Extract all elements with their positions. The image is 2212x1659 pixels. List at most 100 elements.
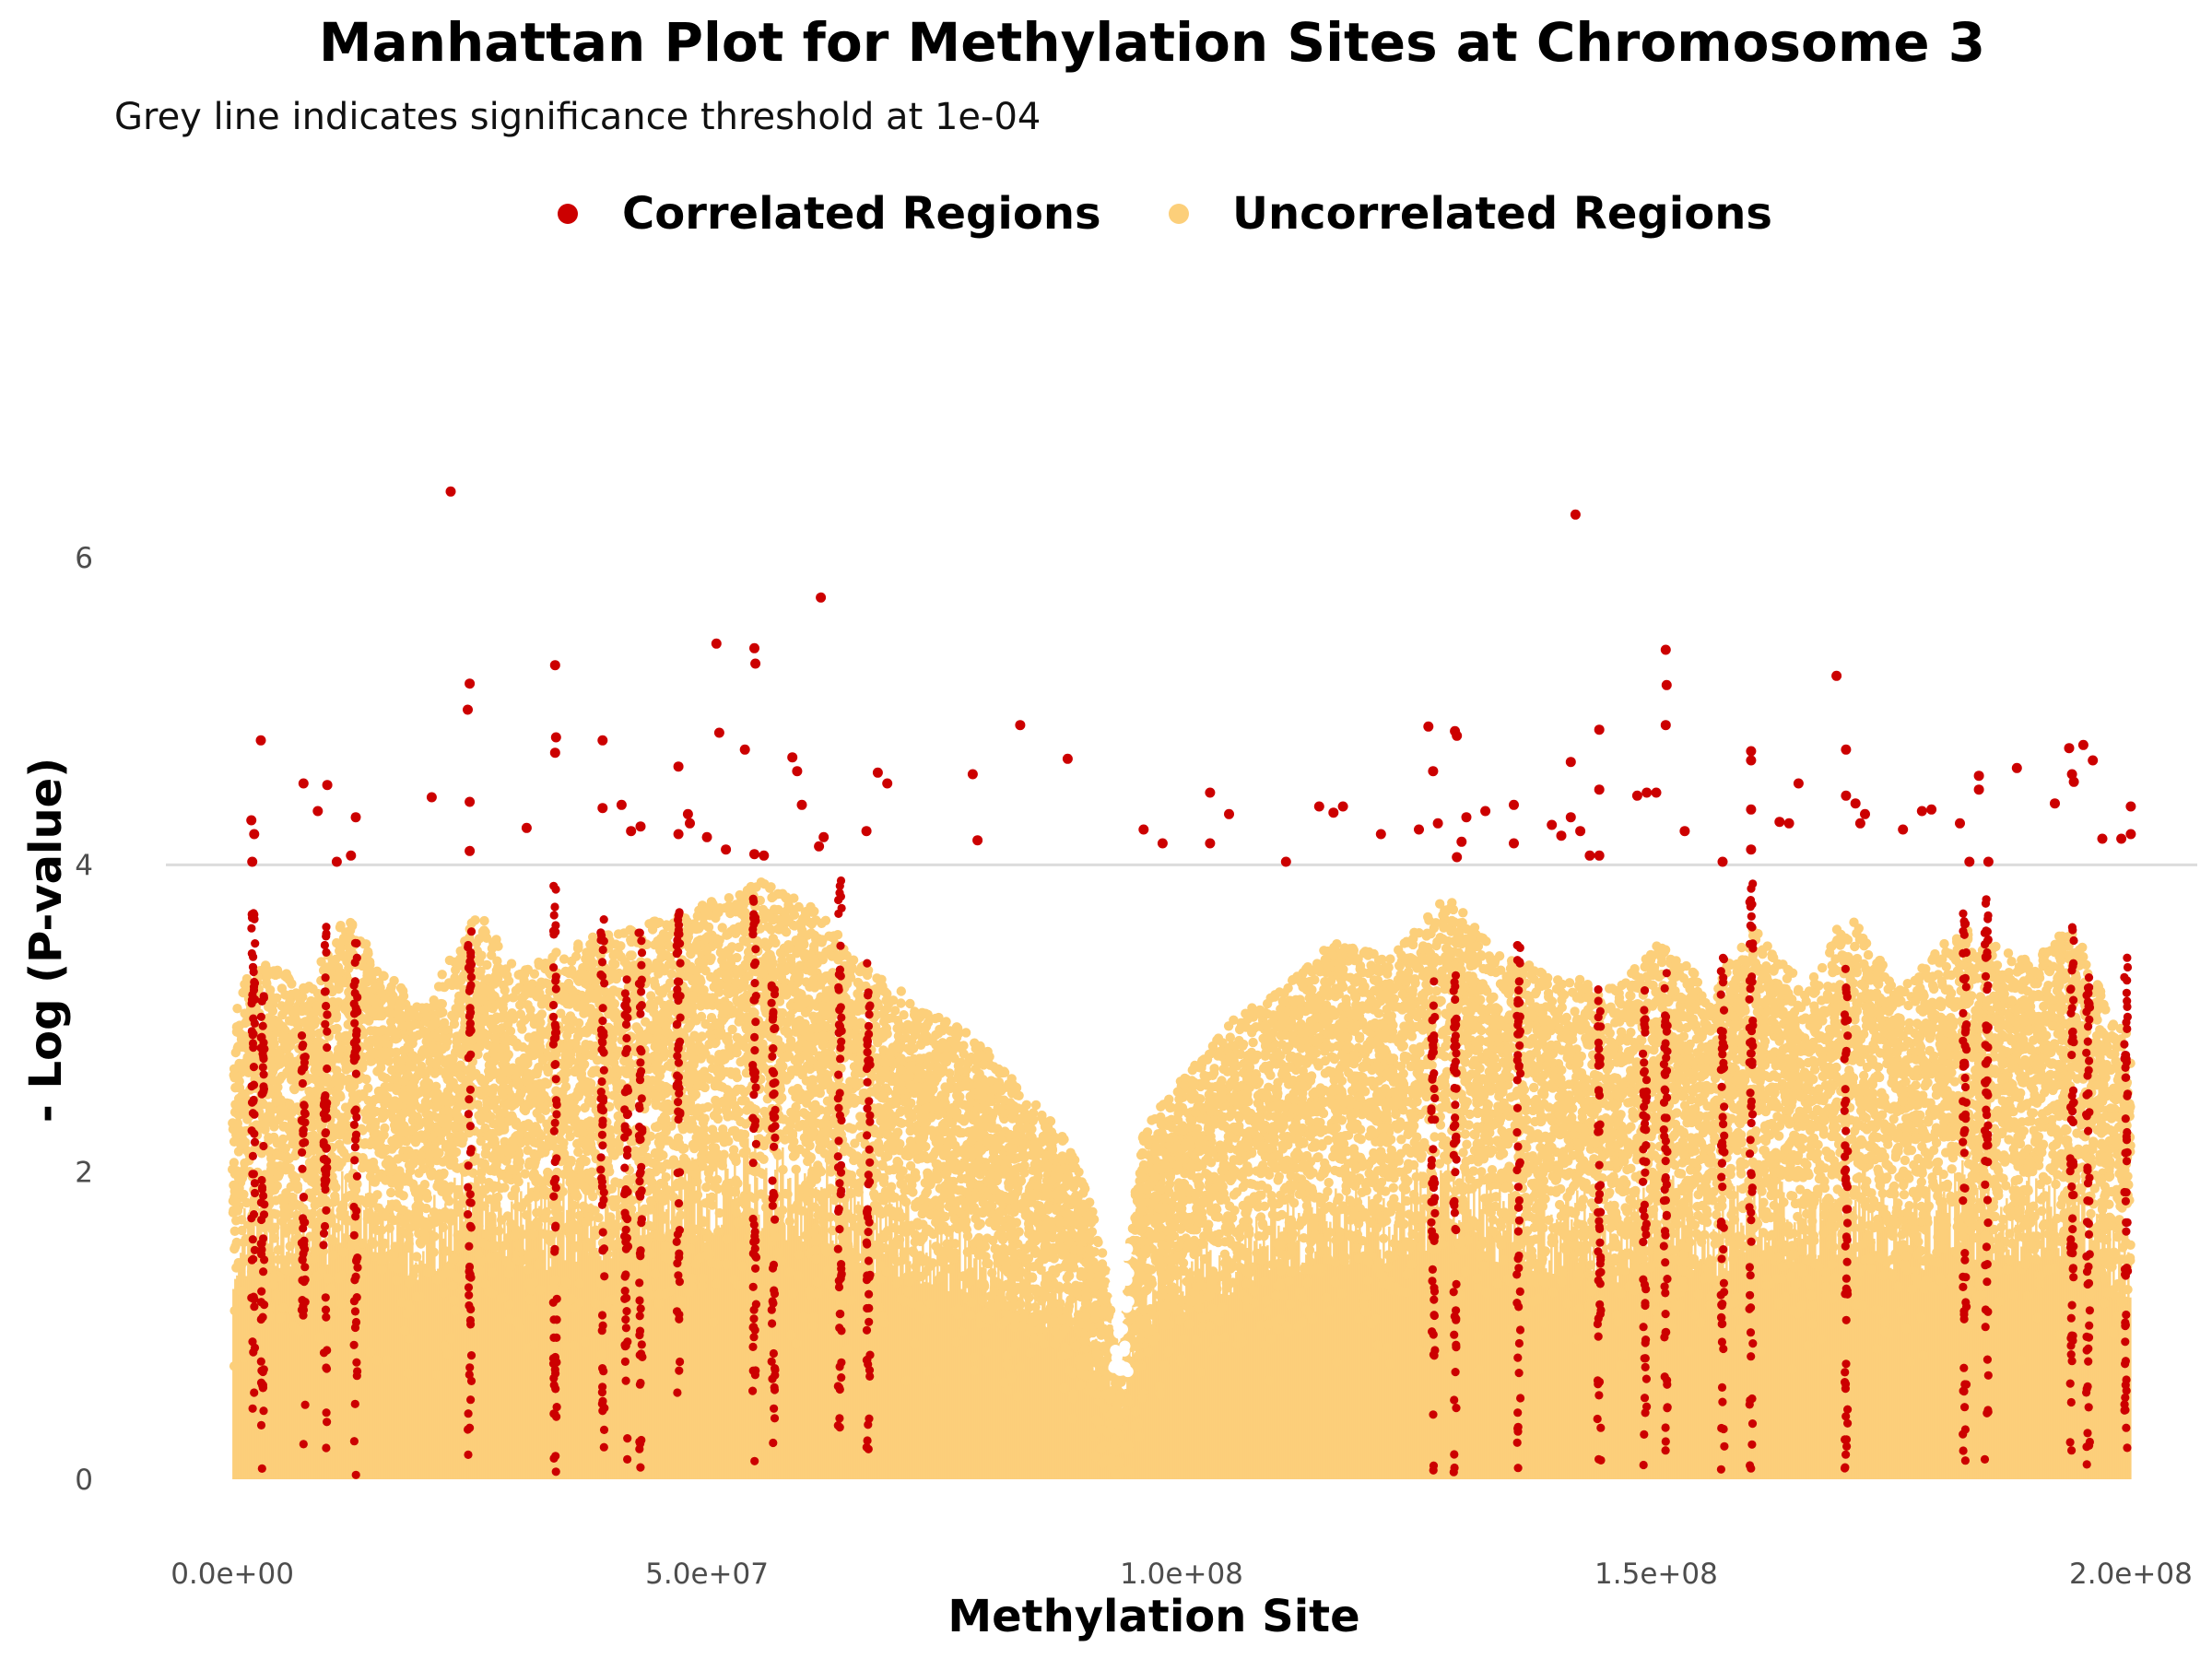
uncorrelated-density-strip — [1324, 1204, 1326, 1479]
uncorrelated-density-strip — [1344, 1211, 1347, 1479]
uncorrelated-density-strip — [634, 1226, 637, 1479]
uncorrelated-density-strip — [1207, 1251, 1210, 1479]
uncorrelated-density-strip — [1322, 1207, 1324, 1479]
uncorrelated-density-strip — [702, 1228, 705, 1479]
uncorrelated-density-strip — [1781, 1182, 1783, 1479]
uncorrelated-density-strip — [1958, 1176, 1960, 1479]
uncorrelated-density-strip — [1412, 1246, 1415, 1479]
uncorrelated-density-strip — [1770, 1245, 1772, 1479]
uncorrelated-density-strip — [592, 1238, 594, 1479]
uncorrelated-point — [724, 893, 735, 903]
uncorrelated-density-strip — [549, 1266, 552, 1479]
uncorrelated-density-strip — [1064, 1310, 1066, 1479]
uncorrelated-density-strip — [1982, 1183, 1984, 1479]
uncorrelated-density-strip — [1996, 1233, 1999, 1479]
uncorrelated-density-strip — [1878, 1206, 1881, 1479]
uncorrelated-density-strip — [1382, 1198, 1385, 1479]
uncorrelated-density-strip — [693, 1161, 696, 1479]
uncorrelated-density-strip — [2046, 1192, 2049, 1479]
uncorrelated-point — [371, 1355, 382, 1366]
uncorrelated-density-strip — [2004, 1254, 2006, 1479]
uncorrelated-density-strip — [815, 1187, 818, 1479]
uncorrelated-density-strip — [1500, 1243, 1503, 1479]
uncorrelated-density-strip — [1471, 1223, 1474, 1479]
uncorrelated-density-strip — [1535, 1260, 1538, 1479]
uncorrelated-density-strip — [2118, 1226, 2121, 1479]
uncorrelated-density-strip — [1222, 1272, 1225, 1479]
uncorrelated-density-strip — [1172, 1291, 1175, 1479]
uncorrelated-density-strip — [794, 1172, 797, 1479]
uncorrelated-density-strip — [343, 1233, 346, 1479]
uncorrelated-density-strip — [1224, 1258, 1227, 1479]
uncorrelated-density-strip — [468, 1197, 471, 1479]
uncorrelated-density-strip — [1705, 1262, 1708, 1479]
uncorrelated-density-strip — [1921, 1268, 1924, 1479]
uncorrelated-density-strip — [968, 1225, 971, 1479]
uncorrelated-point — [1462, 1139, 1472, 1149]
uncorrelated-density-strip — [1060, 1288, 1063, 1479]
uncorrelated-density-strip — [271, 1218, 274, 1479]
uncorrelated-density-strip — [380, 1204, 382, 1479]
uncorrelated-density-strip — [1744, 1252, 1747, 1479]
uncorrelated-density-strip — [313, 1189, 316, 1479]
uncorrelated-density-strip — [745, 1143, 747, 1479]
uncorrelated-density-strip — [527, 1182, 530, 1479]
uncorrelated-density-strip — [1908, 1254, 1911, 1479]
uncorrelated-density-strip — [1482, 1194, 1485, 1479]
uncorrelated-density-strip — [723, 1194, 725, 1479]
uncorrelated-density-strip — [1786, 1219, 1789, 1479]
uncorrelated-density-strip — [1945, 1197, 1947, 1479]
uncorrelated-density-strip — [365, 1193, 368, 1479]
uncorrelated-density-strip — [1504, 1230, 1507, 1479]
uncorrelated-point — [1852, 1277, 1862, 1288]
uncorrelated-density-strip — [1865, 1230, 1868, 1479]
uncorrelated-density-strip — [269, 1196, 272, 1479]
uncorrelated-density-strip — [1740, 1222, 1743, 1479]
uncorrelated-density-strip — [293, 1253, 296, 1479]
uncorrelated-density-strip — [260, 1185, 263, 1479]
uncorrelated-density-strip — [1915, 1194, 1918, 1479]
uncorrelated-point — [524, 1294, 535, 1304]
uncorrelated-point — [1871, 1343, 1882, 1354]
uncorrelated-density-strip — [1657, 1229, 1660, 1479]
uncorrelated-density-strip — [1246, 1248, 1249, 1479]
uncorrelated-density-strip — [1027, 1261, 1030, 1479]
uncorrelated-density-strip — [575, 1261, 578, 1479]
uncorrelated-density-strip — [2026, 1181, 2029, 1479]
uncorrelated-density-strip — [463, 1221, 465, 1479]
uncorrelated-density-strip — [1213, 1287, 1216, 1479]
uncorrelated-density-strip — [288, 1200, 290, 1479]
uncorrelated-density-strip — [483, 1230, 486, 1479]
uncorrelated-density-strip — [538, 1206, 541, 1479]
uncorrelated-density-strip — [1899, 1227, 1901, 1479]
uncorrelated-density-strip — [1185, 1275, 1188, 1479]
uncorrelated-density-strip — [1230, 1284, 1232, 1479]
uncorrelated-point — [1402, 1195, 1412, 1206]
uncorrelated-density-strip — [1502, 1201, 1505, 1479]
uncorrelated-density-strip — [645, 1245, 648, 1479]
uncorrelated-density-strip — [684, 1163, 687, 1479]
uncorrelated-density-strip — [2053, 1170, 2056, 1479]
uncorrelated-density-strip — [783, 1225, 786, 1479]
uncorrelated-density-strip — [1270, 1207, 1273, 1479]
uncorrelated-density-strip — [1864, 1164, 1866, 1479]
uncorrelated-density-strip — [1712, 1229, 1715, 1479]
uncorrelated-density-strip — [424, 1264, 427, 1479]
uncorrelated-density-strip — [629, 1163, 631, 1479]
uncorrelated-density-strip — [531, 1222, 534, 1479]
uncorrelated-density-strip — [422, 1251, 425, 1479]
uncorrelated-density-strip — [1948, 1185, 1951, 1479]
uncorrelated-density-strip — [1469, 1209, 1472, 1479]
uncorrelated-density-strip — [2111, 1288, 2113, 1479]
uncorrelated-density-strip — [997, 1252, 1000, 1479]
uncorrelated-density-strip — [1790, 1246, 1793, 1479]
uncorrelated-density-strip — [1423, 1201, 1426, 1479]
uncorrelated-density-strip — [1582, 1251, 1584, 1479]
uncorrelated-density-strip — [350, 1159, 353, 1479]
uncorrelated-density-strip — [671, 1169, 674, 1479]
uncorrelated-density-strip — [1762, 1258, 1765, 1479]
uncorrelated-density-strip — [1875, 1251, 1877, 1479]
uncorrelated-density-strip — [1089, 1341, 1092, 1479]
uncorrelated-density-strip — [1316, 1200, 1319, 1479]
uncorrelated-density-strip — [759, 1230, 762, 1479]
